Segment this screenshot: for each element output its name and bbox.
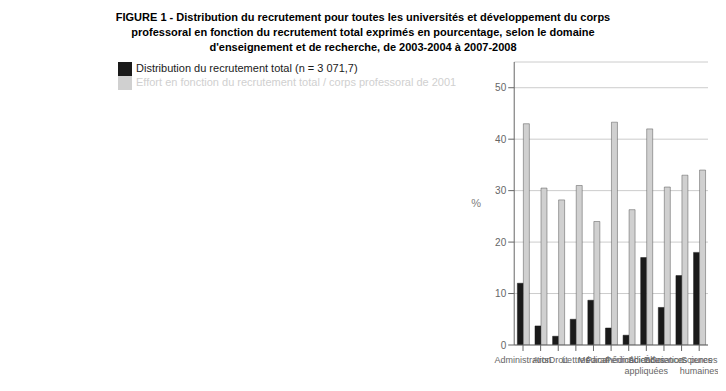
html-text:FIGURE 1 - Distribution du rec: FIGURE 1 - Distribution du recrutement p… bbox=[115, 11, 611, 23]
svg-text:Scienceshumaines: Scienceshumaines bbox=[680, 355, 718, 376]
svg-text:30: 30 bbox=[495, 185, 507, 196]
html-text:professoral en fonction du rec: professoral en fonction du recrutement t… bbox=[131, 26, 595, 38]
svg-text:50: 50 bbox=[495, 82, 507, 93]
svg-text:10: 10 bbox=[495, 288, 507, 299]
html-text:Distribution du recrutement to: Distribution du recrutement total (n = 3… bbox=[136, 62, 358, 74]
svg-text:20: 20 bbox=[495, 237, 507, 248]
html-text:Effort en fonction du recrutem: Effort en fonction du recrutement total … bbox=[136, 76, 457, 89]
svg-text:Arts: Arts bbox=[533, 355, 550, 365]
svg-text:40: 40 bbox=[495, 134, 507, 145]
html-text:appliquées: appliquées bbox=[624, 366, 669, 376]
html-text:d'enseignement et de recherche: d'enseignement et de recherche, de 2003-… bbox=[209, 41, 517, 53]
svg-text:0: 0 bbox=[501, 340, 507, 351]
svg-text:Droit: Droit bbox=[548, 355, 568, 365]
html-text:Sciences: Sciences bbox=[628, 355, 665, 365]
svg-text:%: % bbox=[471, 197, 481, 209]
svg-text:Lettres: Lettres bbox=[562, 355, 590, 365]
svg-text:Administration: Administration bbox=[494, 355, 551, 365]
